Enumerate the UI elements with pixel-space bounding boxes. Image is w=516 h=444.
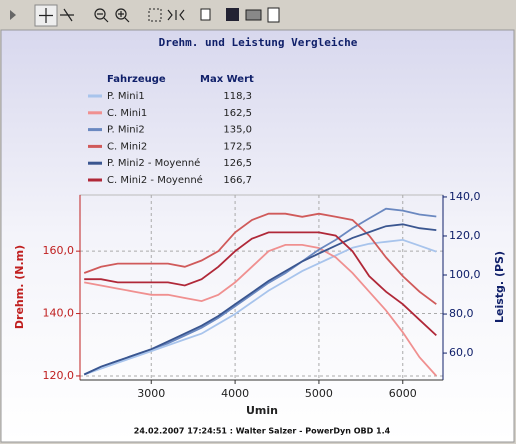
x-tick-label: 5000: [305, 387, 333, 400]
legend-header: Max Wert: [200, 74, 254, 85]
copy-button[interactable]: [200, 8, 211, 21]
x-tick-label: 4000: [221, 387, 249, 400]
y-axis-label: Drehm. (N.m): [13, 245, 26, 329]
series-line: [83, 212, 437, 305]
series-line: [84, 244, 437, 377]
legend-label: C. Mini2 - Moyenné: [107, 174, 203, 186]
play-button[interactable]: [10, 10, 16, 20]
y2-tick-label: 80,0: [449, 307, 474, 320]
fit-button[interactable]: [167, 9, 185, 21]
y2-axis-label: Leistg. (PS): [493, 251, 506, 323]
print-button[interactable]: [245, 9, 262, 21]
y2-tick-label: 120,0: [449, 229, 481, 242]
y-tick-label: 140,0: [43, 307, 75, 320]
preview-button[interactable]: [267, 7, 280, 23]
y-tick-label: 160,0: [43, 244, 75, 257]
pan-icon: [39, 8, 53, 23]
legend-value: 166,7: [223, 175, 252, 186]
zoom-out-icon: [97, 13, 109, 23]
y2-tick-label: 60,0: [449, 346, 474, 359]
zoom-icon[interactable]: [60, 8, 74, 22]
legend-header: Fahrzeuge: [107, 74, 166, 85]
legend-value: 172,5: [223, 141, 252, 152]
series-line: [83, 238, 437, 376]
save-button[interactable]: [226, 8, 239, 21]
series-line: [83, 223, 437, 376]
legend-label: P. Mini2 - Moyenné: [107, 157, 200, 169]
series-line: [84, 231, 437, 337]
chart-title: Drehm. und Leistung Vergleiche: [159, 36, 358, 49]
select-button[interactable]: [148, 8, 162, 22]
legend-label: C. Mini2: [107, 141, 147, 152]
y2-tick-label: 140,0: [449, 190, 481, 203]
legend-label: P. Mini1: [107, 91, 145, 102]
footer: 24.02.2007 17:24:51 : Walter Salzer - Po…: [134, 427, 391, 436]
legend-value: 126,5: [223, 158, 252, 169]
x-tick-label: 6000: [389, 387, 417, 400]
legend-value: 162,5: [223, 108, 252, 119]
legend-value: 118,3: [223, 91, 252, 102]
legend-label: P. Mini2: [107, 125, 145, 136]
y2-tick-label: 100,0: [449, 268, 481, 281]
x-tick-label: 3000: [137, 387, 165, 400]
toolbar-buttons: [10, 4, 280, 27]
zoom-in-button[interactable]: [115, 8, 127, 20]
zoom-in-icon: [118, 11, 130, 23]
x-axis-label: Umin: [246, 404, 278, 417]
legend-value: 135,0: [223, 125, 252, 136]
y-tick-label: 120,0: [43, 369, 75, 382]
zoom-out-button[interactable]: [94, 8, 106, 20]
legend-label: C. Mini1: [107, 108, 147, 119]
